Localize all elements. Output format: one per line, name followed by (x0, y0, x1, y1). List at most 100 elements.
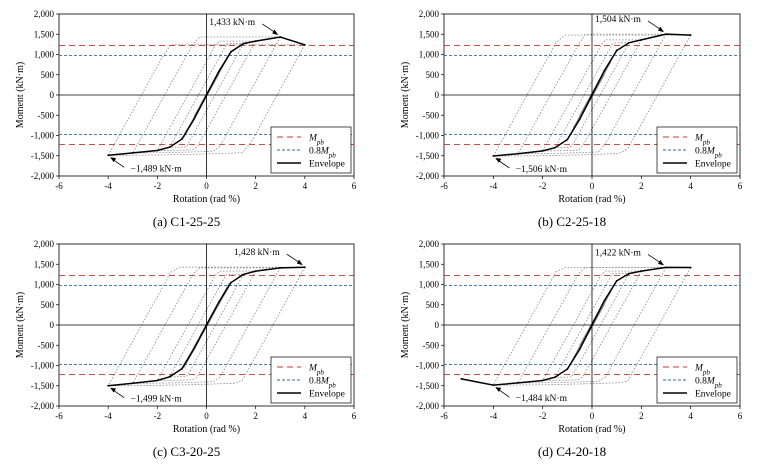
x-tick-label: 2 (253, 411, 258, 421)
chart-panel-4: -6 -4 -2 0 2 4 6 2,000 1,500 1,000 500 0 -500 -1,000 -… (400, 239, 743, 459)
envelope-point (615, 279, 618, 282)
x-tick-label: 4 (303, 411, 308, 421)
envelope-point (665, 33, 667, 35)
legend-label-3: Envelope (695, 160, 731, 170)
min-moment-arrowhead (110, 157, 117, 163)
envelope-point (640, 39, 643, 41)
y-axis-title: Moment (kN·m) (15, 62, 26, 128)
panel-caption: (b) C2-25-18 (538, 214, 606, 229)
min-moment-label: −1,484 kN·m (516, 394, 568, 404)
x-tick-label: -4 (490, 411, 498, 421)
x-tick-label: 6 (352, 181, 357, 191)
min-moment-label: −1,506 kN·m (516, 165, 568, 175)
legend-label-2: 0.8Mpb (695, 377, 722, 390)
y-tick-label: 500 (426, 70, 440, 80)
envelope-negative (493, 94, 593, 157)
x-tick-label: 4 (688, 411, 693, 421)
legend-label-2: 0.8Mpb (695, 147, 722, 160)
legend-label-3: Envelope (695, 390, 731, 400)
max-moment-label: 1,428 kN·m (234, 248, 281, 258)
y-tick-label: 1,000 (34, 50, 55, 60)
hysteresis-loop-6 (156, 40, 257, 151)
x-tick-label: 6 (738, 181, 743, 191)
chart-panel-2: -6 -4 -2 0 2 4 6 2,000 1,500 1,000 500 0 -500 -1,000 -… (400, 9, 743, 229)
envelope-point (230, 50, 232, 53)
y-axis-title: Moment (kN·m) (400, 62, 411, 128)
y-tick-label: -500 (38, 340, 55, 350)
y-tick-label: 1,500 (34, 29, 55, 39)
y-tick-label: 1,000 (34, 280, 55, 290)
y-tick-label: -1,500 (31, 151, 55, 161)
panel-caption: (d) C4-20-18 (538, 444, 606, 459)
max-moment-arrowhead (658, 26, 664, 33)
y-tick-label: 0 (50, 320, 55, 330)
hysteresis-loop-7 (132, 267, 281, 384)
envelope-point (156, 379, 159, 382)
legend-label-3: Envelope (309, 390, 345, 400)
y-tick-label: 1,500 (34, 259, 55, 269)
min-moment-arrowhead (110, 387, 117, 393)
y-tick-label: -2,000 (31, 401, 55, 411)
x-tick-label: 2 (639, 411, 644, 421)
y-axis-title: Moment (kN·m) (400, 292, 411, 358)
envelope-point (193, 117, 196, 120)
panel-caption: (a) C1-25-25 (153, 214, 221, 229)
envelope-point (591, 94, 593, 96)
y-tick-label: 1,000 (419, 280, 440, 290)
y-tick-label: 500 (426, 300, 440, 310)
min-moment-label: −1,499 kN·m (131, 395, 183, 405)
envelope-point (279, 36, 282, 38)
min-moment-arrowhead (495, 157, 502, 163)
legend-label-1: Mpb (694, 134, 710, 147)
envelope-point (628, 272, 630, 275)
legend-label-2: 0.8Mpb (309, 377, 336, 390)
hysteresis-loop-7 (517, 33, 667, 155)
hysteresis-loop-6 (542, 270, 642, 381)
x-tick-label: 2 (639, 181, 644, 191)
y-tick-label: 500 (41, 300, 55, 310)
envelope-point (603, 69, 606, 72)
x-tick-label: -2 (154, 411, 162, 421)
hysteresis-loop-7 (132, 36, 281, 154)
hysteresis-loop-6 (542, 39, 642, 152)
x-axis-title: Rotation (rad %) (558, 194, 625, 205)
legend-label-2: 0.8Mpb (309, 147, 336, 160)
x-tick-label: 4 (303, 181, 308, 191)
y-tick-label: 2,000 (34, 9, 55, 19)
legend-label-3: Envelope (309, 160, 345, 170)
y-tick-label: 2,000 (419, 9, 440, 19)
hysteresis-loop-8 (107, 44, 306, 156)
x-tick-label: -6 (440, 181, 448, 191)
min-moment-arrowhead (495, 387, 502, 392)
envelope-point (640, 270, 643, 273)
x-tick-label: 0 (204, 181, 209, 191)
envelope-point (242, 42, 245, 45)
envelope-point (554, 376, 556, 379)
chart-panel-3: -6 -4 -2 0 2 4 6 2,000 1,500 1,000 500 0 -500 -1,000 -… (15, 239, 357, 459)
x-tick-label: -4 (490, 181, 498, 191)
x-tick-label: -2 (539, 411, 547, 421)
hysteresis-loop-8 (492, 267, 692, 386)
envelope-point (541, 379, 544, 382)
x-tick-label: -6 (55, 411, 63, 421)
envelope-point (628, 41, 630, 44)
panel-caption: (c) C3-20-25 (153, 444, 221, 459)
y-tick-label: -1,500 (416, 151, 440, 161)
envelope-point (181, 367, 183, 370)
envelope-point (107, 384, 110, 387)
envelope-point (566, 138, 569, 141)
chart-panel-1: -6 -4 -2 0 2 4 6 2,000 1,500 1,000 500 0 -500 -1,000 -… (15, 9, 357, 229)
envelope-point (517, 382, 519, 384)
envelope-point (689, 266, 692, 269)
envelope-point (181, 138, 183, 141)
x-tick-label: 4 (688, 181, 693, 191)
max-moment-label: 1,433 kN·m (209, 18, 256, 28)
max-moment-arrowhead (272, 29, 279, 35)
hysteresis-loop-8 (107, 266, 306, 387)
envelope-point (279, 266, 282, 269)
y-tick-label: -500 (38, 110, 55, 120)
hysteresis-loop-6 (156, 270, 257, 381)
